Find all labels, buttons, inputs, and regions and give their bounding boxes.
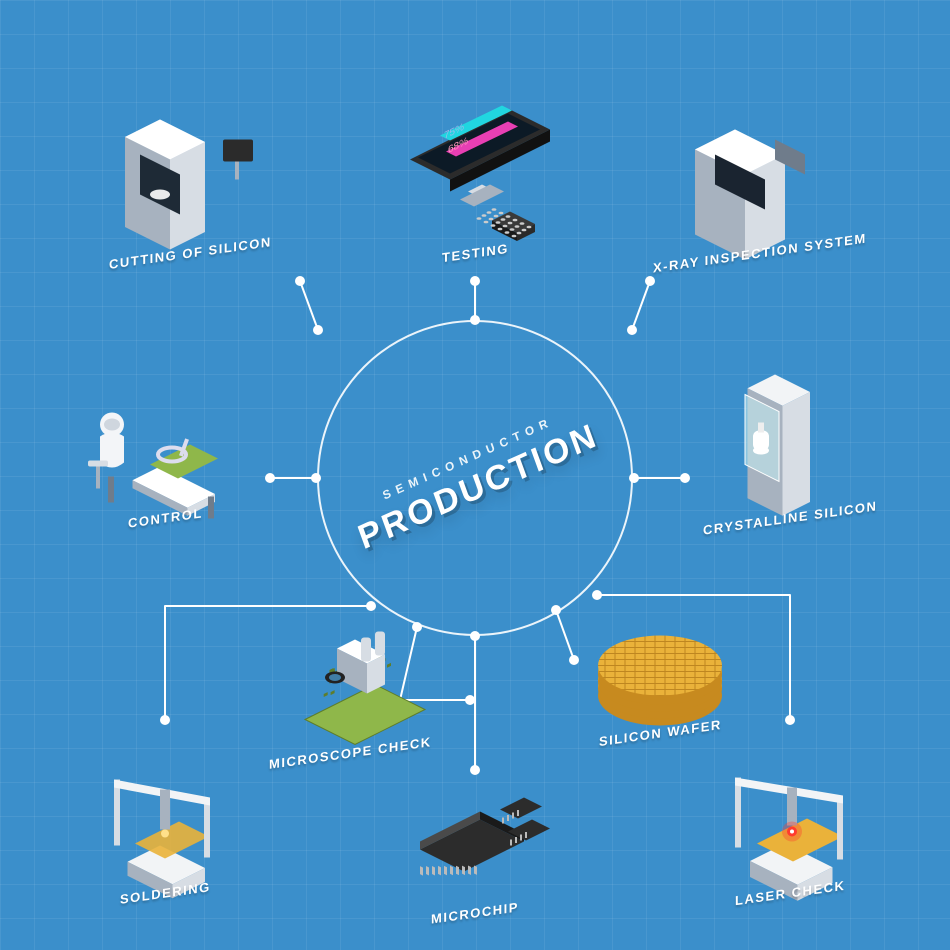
xray-machine-icon — [675, 100, 845, 240]
infographic-canvas: SEMICONDUCTOR PRODUCTION CUTTING OF SILI… — [0, 0, 950, 950]
crystalline-cabinet-icon — [705, 365, 875, 505]
silicon-wafer-icon — [575, 580, 745, 720]
soldering-robot-icon — [80, 740, 250, 880]
control-worker-icon — [80, 365, 250, 505]
node-control: CONTROL — [70, 365, 260, 526]
node-microscope: MICROSCOPE CHECK — [255, 600, 445, 761]
testing-monitor-icon: 75% 68% — [390, 100, 560, 240]
node-xray: X-RAY INSPECTION SYSTEM — [665, 100, 855, 261]
node-wafer: SILICON WAFER — [565, 580, 755, 741]
node-soldering: SOLDERING — [70, 740, 260, 901]
node-laser: LASER CHECK — [695, 740, 885, 901]
cutting-machine-icon — [105, 100, 275, 240]
node-crystalline: CRYSTALLINE SILICON — [695, 365, 885, 526]
node-cutting: CUTTING OF SILICON — [95, 100, 285, 261]
microchip-icon — [390, 760, 560, 900]
node-testing: 75% 68% TESTING — [380, 100, 570, 261]
laser-check-icon — [705, 740, 875, 880]
node-microchip: MICROCHIP — [380, 760, 570, 921]
microscope-icon — [265, 600, 435, 740]
